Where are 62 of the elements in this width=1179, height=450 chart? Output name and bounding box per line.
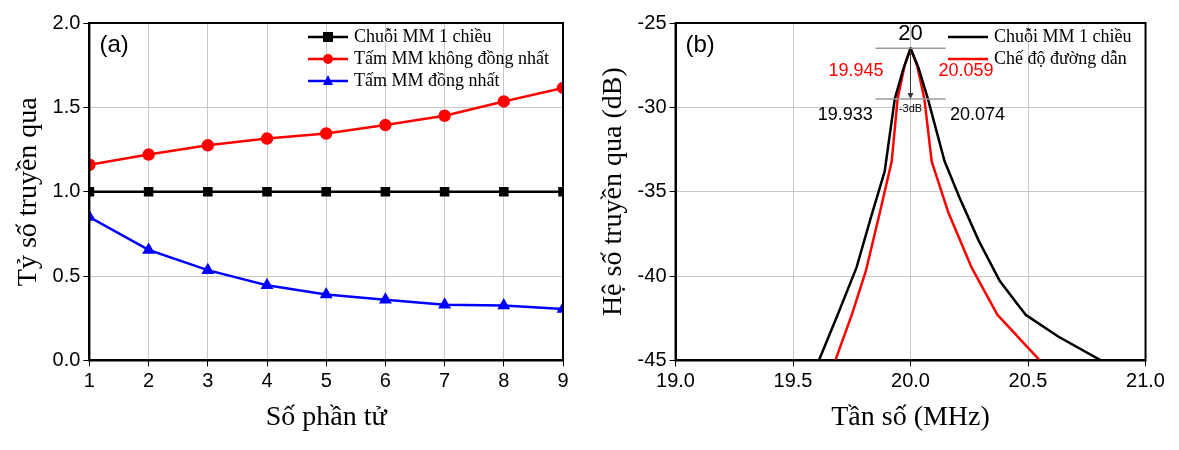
point: [499, 186, 509, 197]
point: [142, 148, 155, 161]
x-tick-label: 20.5: [1008, 368, 1048, 391]
point: [260, 132, 274, 145]
x-axis-title: Tần số (MHz): [831, 399, 990, 431]
legend-label: Tấm MM không đồng nhất: [354, 47, 550, 68]
point: [201, 139, 215, 152]
annotation: (b): [685, 29, 715, 57]
point: [438, 109, 451, 123]
x-tick-label: 19.0: [656, 368, 695, 391]
point: [380, 186, 391, 197]
point: [261, 279, 273, 290]
y-tick-label: 0.0: [52, 347, 81, 370]
point: [379, 118, 392, 132]
legend-label: Chuỗi MM 1 chiều: [354, 25, 492, 46]
point: [439, 186, 450, 197]
y-tick-label: -45: [637, 347, 667, 370]
x-tick-label: 5: [320, 368, 332, 391]
y-tick-label: -40: [637, 263, 667, 286]
x-tick-label: 6: [379, 368, 391, 391]
y-axis-title: Hệ số truyền qua (dB): [596, 67, 628, 317]
annotation: 20.059: [938, 59, 994, 80]
y-tick-label: 2.0: [52, 10, 81, 33]
point: [262, 186, 272, 197]
annotation: 19.945: [828, 59, 884, 80]
y-tick-label: 1.0: [52, 179, 81, 202]
x-tick-label: 9: [557, 368, 569, 391]
point: [143, 186, 154, 197]
annotation: -3dB: [898, 101, 923, 114]
y-tick-label: -25: [637, 10, 667, 33]
legend-label: Chuỗi MM 1 chiều: [994, 25, 1132, 46]
point: [203, 186, 213, 197]
y-tick-label: -30: [637, 94, 667, 117]
y-tick-label: -35: [637, 179, 667, 202]
y-tick-label: 1.5: [52, 94, 81, 117]
point: [498, 299, 510, 310]
x-tick-label: 7: [439, 368, 451, 391]
x-tick-label: 20.0: [891, 368, 930, 391]
point: [379, 293, 391, 304]
annotation: 20.074: [949, 103, 1005, 124]
legend-label: Chế độ đường dẫn: [994, 47, 1127, 68]
x-tick-label: 21.0: [1126, 368, 1166, 391]
point: [497, 95, 511, 108]
x-tick-label: 3: [202, 368, 214, 391]
y-axis-title: Tỷ số truyền qua: [11, 96, 43, 287]
legend-label: Tấm MM đồng nhất: [354, 69, 500, 90]
y-tick-label: 0.5: [52, 263, 81, 286]
annotation: 19.933: [817, 103, 873, 124]
point: [143, 243, 155, 254]
point: [320, 288, 332, 299]
x-tick-label: 8: [498, 368, 510, 391]
x-tick-label: 4: [261, 368, 273, 391]
annotation: 20: [898, 20, 923, 46]
x-tick-label: 19.5: [773, 368, 813, 391]
annotation: (a): [99, 29, 129, 57]
point: [439, 298, 451, 309]
x-axis-title: Số phần tử: [265, 399, 388, 431]
point: [321, 186, 331, 197]
point: [319, 127, 333, 140]
point: [202, 263, 214, 274]
x-tick-label: 1: [83, 368, 95, 391]
x-tick-label: 2: [143, 368, 155, 391]
